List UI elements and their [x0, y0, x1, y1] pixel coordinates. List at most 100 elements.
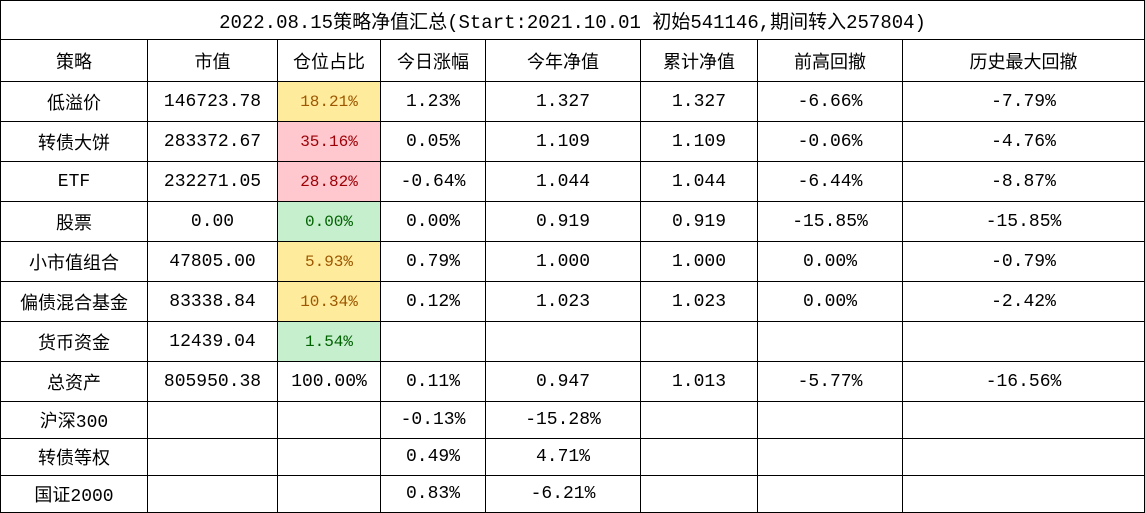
empty-cell — [640, 475, 758, 513]
table-row: 偏债混合基金 83338.84 10.34% 0.12% 1.023 1.023 0.00%… — [0, 281, 1145, 322]
empty-cell — [277, 438, 381, 476]
empty-cell — [640, 438, 758, 476]
header-cell: 累计净值 — [640, 39, 758, 82]
header-cell: 前高回撤 — [757, 39, 903, 82]
empty-cell — [485, 321, 641, 362]
empty-cell — [901, 475, 1145, 513]
table-cell: 1.044 — [640, 161, 758, 202]
empty-cell — [757, 401, 903, 439]
table-cell: 232271.05 — [147, 161, 278, 202]
empty-cell — [757, 475, 903, 513]
empty-cell — [640, 401, 758, 439]
table-cell: 股票 — [0, 201, 148, 242]
table-cell: -0.64% — [380, 161, 486, 202]
table-cell: 12439.04 — [147, 321, 278, 362]
header-row: 策略 市值 仓位占比 今日涨幅 今年净值 累计净值 前高回撤 历史最大回撤 — [0, 39, 1145, 82]
table-cell: -15.85% — [901, 201, 1145, 242]
header-cell: 仓位占比 — [277, 39, 381, 82]
table-cell: 货币资金 — [0, 321, 148, 362]
table-cell: 5.93% — [277, 241, 381, 282]
table-cell: 0.00% — [277, 201, 381, 242]
table-cell: 4.71% — [485, 438, 641, 476]
empty-cell — [640, 321, 758, 362]
table-cell: -2.42% — [901, 281, 1145, 322]
table-cell: -6.66% — [757, 81, 903, 122]
table-cell: 0.12% — [380, 281, 486, 322]
table-cell: -6.21% — [485, 475, 641, 513]
table-cell: 0.79% — [380, 241, 486, 282]
table-cell: 1.109 — [640, 121, 758, 162]
table-cell: 0.83% — [380, 475, 486, 513]
table-row: 低溢价 146723.78 18.21% 1.23% 1.327 1.327 -6.66% -… — [0, 81, 1145, 122]
table-cell: 1.54% — [277, 321, 381, 362]
table-cell: 0.00 — [147, 201, 278, 242]
header-cell: 策略 — [0, 39, 148, 82]
table-cell: -4.76% — [901, 121, 1145, 162]
table-cell: 转债大饼 — [0, 121, 148, 162]
table-cell: 283372.67 — [147, 121, 278, 162]
table-cell: 偏债混合基金 — [0, 281, 148, 322]
table-cell: 0.919 — [640, 201, 758, 242]
table-row: ETF 232271.05 28.82% -0.64% 1.044 1.044 -6.44%… — [0, 161, 1145, 202]
table-row: 小市值组合 47805.00 5.93% 0.79% 1.000 1.000 0.00% -0… — [0, 241, 1145, 282]
table-cell: 10.34% — [277, 281, 381, 322]
table-cell: 146723.78 — [147, 81, 278, 122]
table-row: 沪深300 -0.13% -15.28% — [0, 401, 1145, 439]
table-cell: -0.13% — [380, 401, 486, 439]
empty-cell — [757, 438, 903, 476]
table-cell: 0.11% — [380, 361, 486, 402]
table-cell: 小市值组合 — [0, 241, 148, 282]
empty-cell — [277, 475, 381, 513]
table-cell: -0.79% — [901, 241, 1145, 282]
table-cell: 47805.00 — [147, 241, 278, 282]
empty-cell — [757, 321, 903, 362]
table-cell: -8.87% — [901, 161, 1145, 202]
table-cell: 1.000 — [485, 241, 641, 282]
table-cell: -15.28% — [485, 401, 641, 439]
table-row: 转债大饼 283372.67 35.16% 0.05% 1.109 1.109 -0.06%… — [0, 121, 1145, 162]
table-cell: 1.023 — [485, 281, 641, 322]
empty-cell — [147, 475, 278, 513]
empty-cell — [901, 401, 1145, 439]
table-cell: 沪深300 — [0, 401, 148, 439]
table-cell: -5.77% — [757, 361, 903, 402]
table-cell: -15.85% — [757, 201, 903, 242]
table-cell: 低溢价 — [0, 81, 148, 122]
empty-cell — [901, 321, 1145, 362]
table-cell: 0.947 — [485, 361, 641, 402]
table-cell: 1.23% — [380, 81, 486, 122]
header-cell: 今年净值 — [485, 39, 641, 82]
table-cell: -16.56% — [901, 361, 1145, 402]
table-cell: 1.000 — [640, 241, 758, 282]
table-cell: 1.327 — [485, 81, 641, 122]
table-cell: 83338.84 — [147, 281, 278, 322]
empty-cell — [380, 321, 486, 362]
table-cell: 0.49% — [380, 438, 486, 476]
title-row: 2022.08.15策略净值汇总(Start:2021.10.01 初始5411… — [0, 0, 1145, 40]
table-cell: 1.109 — [485, 121, 641, 162]
table-cell: 0.919 — [485, 201, 641, 242]
table-cell: 转债等权 — [0, 438, 148, 476]
table-cell: -0.06% — [757, 121, 903, 162]
table-row: 国证2000 0.83% -6.21% — [0, 475, 1145, 513]
title: 2022.08.15策略净值汇总(Start:2021.10.01 初始5411… — [0, 0, 1145, 40]
header-cell: 历史最大回撤 — [901, 39, 1145, 82]
empty-cell — [147, 438, 278, 476]
table-cell: 805950.38 — [147, 361, 278, 402]
table-row: 货币资金 12439.04 1.54% — [0, 321, 1145, 362]
table-row: 总资产 805950.38 100.00% 0.11% 0.947 1.013 -5.77%… — [0, 361, 1145, 402]
header-cell: 市值 — [147, 39, 278, 82]
table-cell: 国证2000 — [0, 475, 148, 513]
table-row: 转债等权 0.49% 4.71% — [0, 438, 1145, 476]
table-cell: -7.79% — [901, 81, 1145, 122]
table-cell: 28.82% — [277, 161, 381, 202]
table-cell: -6.44% — [757, 161, 903, 202]
table-cell: 100.00% — [277, 361, 381, 402]
table-cell: 1.013 — [640, 361, 758, 402]
table-cell: 1.327 — [640, 81, 758, 122]
empty-cell — [901, 438, 1145, 476]
empty-cell — [147, 401, 278, 439]
table-cell: 1.023 — [640, 281, 758, 322]
